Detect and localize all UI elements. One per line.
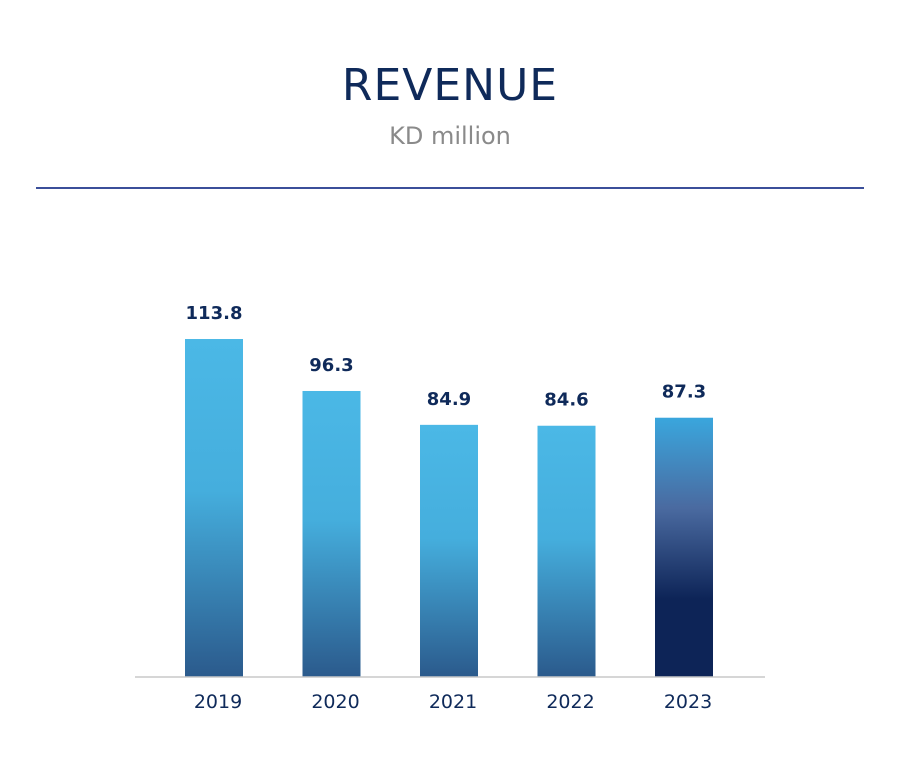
data-label-2019: 113.8 [186,303,243,324]
bars-layer: 113.8 2019 96.3 2020 84.9 2021 84.6 2022 87.3 202… [185,303,713,713]
bar-2023 [655,417,713,677]
bar-2019 [185,339,243,677]
data-label-2021: 84.9 [427,389,471,410]
x-tick-2019: 2019 [194,691,242,713]
x-tick-2020: 2020 [311,691,359,713]
x-tick-2023: 2023 [664,691,712,713]
bar-2020 [302,390,361,677]
data-label-2020: 96.3 [309,355,353,376]
title-divider [36,187,864,189]
x-tick-2021: 2021 [429,691,477,713]
bar-2021 [420,424,478,677]
x-tick-2022: 2022 [546,691,594,713]
chart-subtitle: KD million [389,122,511,150]
chart-title: REVENUE [341,60,559,111]
data-label-2023: 87.3 [662,382,706,403]
bar-2022 [537,425,596,677]
data-label-2022: 84.6 [544,390,588,411]
